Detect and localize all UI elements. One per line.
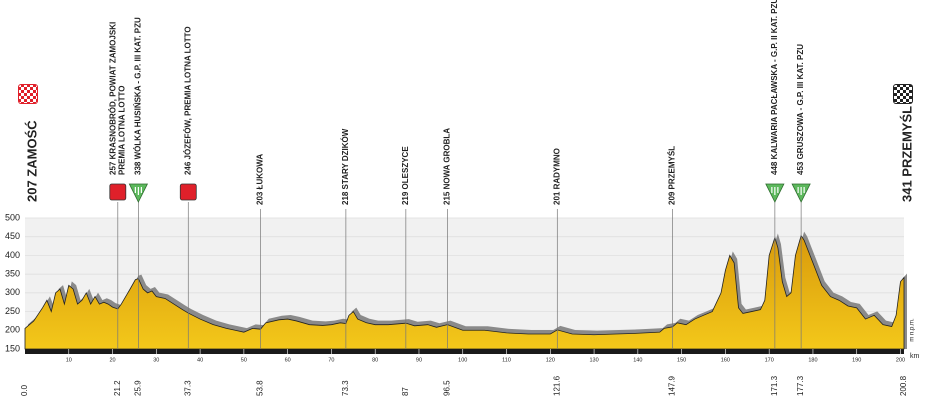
waypoint-label: 219 OLESZYCE xyxy=(401,146,410,205)
x-tick-label: 90 xyxy=(416,357,422,363)
y-tick-label: 400 xyxy=(5,250,20,260)
flag-checker xyxy=(19,85,37,103)
km-label: 73.3 xyxy=(341,380,350,396)
waypoint-label: 215 NOWA GROBLA xyxy=(443,128,452,205)
waypoint-label: 338 WÓLKA HUSIŃSKA - G.P. III KAT. PZU xyxy=(133,17,142,175)
x-tick-label: 110 xyxy=(502,357,511,363)
y-tick-label: 200 xyxy=(5,325,20,335)
x-axis-label: km xyxy=(910,353,920,360)
x-tick-label: 30 xyxy=(153,357,159,363)
waypoint-label: PREMIA LOTNA LOTTO xyxy=(117,86,126,175)
km-label: 177.3 xyxy=(796,375,805,396)
x-tick-label: 50 xyxy=(241,357,247,363)
km-label: 0.0 xyxy=(20,384,29,396)
x-tick-label: 150 xyxy=(677,357,686,363)
km-label: 21.2 xyxy=(113,380,122,396)
waypoint-label: 201 RADYMNO xyxy=(552,148,561,205)
waypoint-label: 218 STARY DZIKÓW xyxy=(341,128,350,205)
km-label: 37.3 xyxy=(183,380,192,396)
x-tick-label: 20 xyxy=(109,357,115,363)
y-tick-label: 500 xyxy=(5,212,20,222)
y-tick-label: 350 xyxy=(5,269,20,279)
x-tick-label: 120 xyxy=(546,357,555,363)
x-tick-label: 200 xyxy=(896,357,905,363)
x-tick-label: 170 xyxy=(765,357,774,363)
km-label: 25.9 xyxy=(133,380,142,396)
start-name: 207 ZAMOŚĆ xyxy=(24,120,39,202)
x-tick-label: 100 xyxy=(458,357,467,363)
x-tick-label: 130 xyxy=(589,357,598,363)
waypoint-label: 453 GRUSZOWA - G.P. III KAT. PZU xyxy=(796,44,805,175)
x-tick-label: 40 xyxy=(197,357,203,363)
km-label: 121.6 xyxy=(552,375,561,396)
x-tick-label: 140 xyxy=(633,357,642,363)
km-label: 96.5 xyxy=(443,380,452,396)
x-tick-label: 160 xyxy=(721,357,730,363)
x-tick-label: 10 xyxy=(66,357,72,363)
finish-flag xyxy=(893,84,913,104)
km-label: 53.8 xyxy=(256,380,265,396)
y-tick-label: 250 xyxy=(5,306,20,316)
y-tick-label: 150 xyxy=(5,343,20,353)
sprint-icon xyxy=(179,183,197,201)
climb-icon-stripes xyxy=(771,187,779,195)
km-label: 200.8 xyxy=(899,375,908,396)
x-tick-label: 80 xyxy=(372,357,378,363)
km-label: 171.3 xyxy=(770,375,779,396)
climb-icon-stripes xyxy=(797,187,805,195)
waypoint-label: 203 ŁUKOWA xyxy=(256,154,265,205)
x-tick-label: 190 xyxy=(852,357,861,363)
x-tick-label: 60 xyxy=(285,357,291,363)
waypoint-label: 448 KALWARIA PACŁAWSKA - G.P. II KAT. PZ… xyxy=(770,0,779,175)
waypoint-label: 257 KRASNOBRÓD, POWIAT ZAMOJSKI xyxy=(108,22,117,175)
km-label: 87 xyxy=(401,387,410,396)
y-axis-label: m n.p.m. xyxy=(910,318,916,342)
climb-icon-stripes xyxy=(134,187,142,195)
km-label: 147.9 xyxy=(668,375,677,396)
waypoint-label: 246 JÓZEFÓW, PREMIA LOTNA LOTTO xyxy=(183,26,192,175)
flag-checker xyxy=(894,85,912,103)
start-flag xyxy=(18,84,38,104)
finish-name: 341 PRZEMYŚL xyxy=(899,106,914,202)
y-tick-label: 450 xyxy=(5,231,20,241)
profile-area xyxy=(24,234,905,350)
waypoint-label: 209 PRZEMYŚL xyxy=(668,146,677,205)
base-bar xyxy=(25,349,904,354)
sprint-icon xyxy=(109,183,127,201)
x-tick-label: 180 xyxy=(808,357,817,363)
y-tick-label: 300 xyxy=(5,287,20,297)
x-tick-label: 70 xyxy=(328,357,334,363)
